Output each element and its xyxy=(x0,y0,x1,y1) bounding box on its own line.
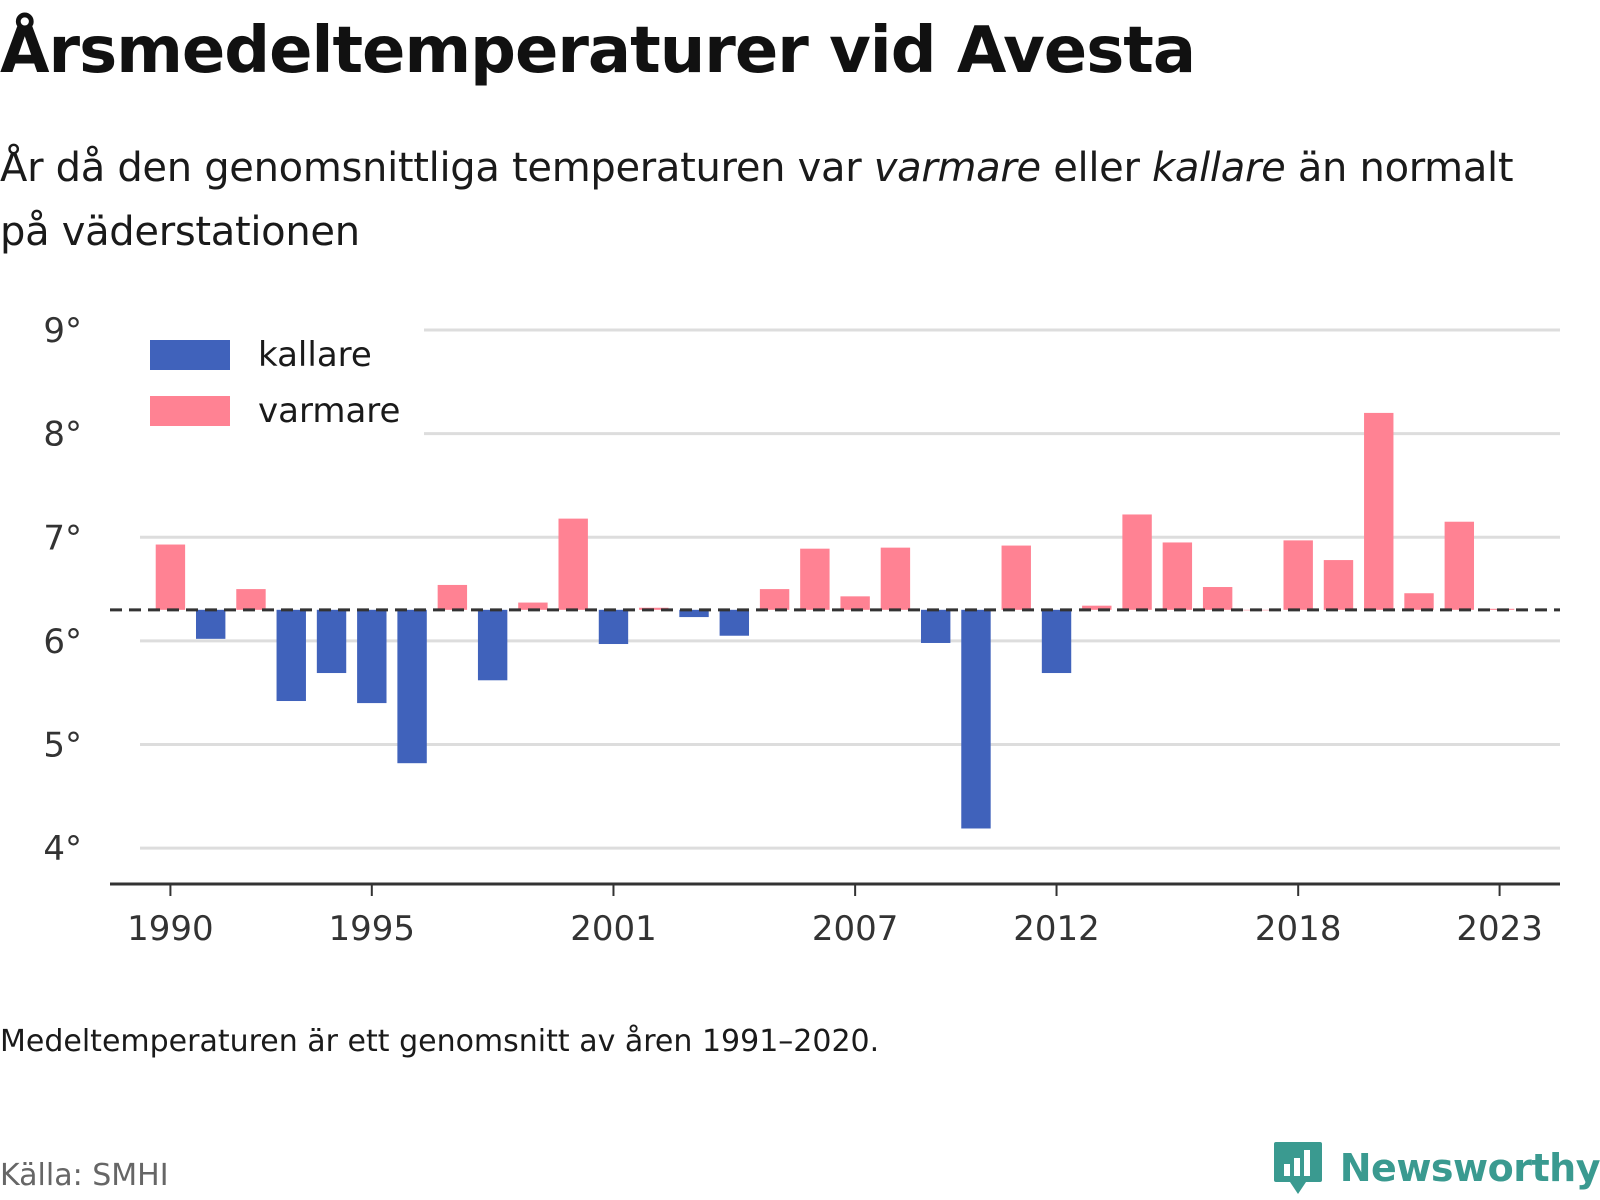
bar-1992 xyxy=(236,589,266,610)
legend-label-varmare: varmare xyxy=(258,391,400,431)
bar-1996 xyxy=(397,609,427,764)
y-tick-label-8: 8° xyxy=(43,415,82,455)
bar-2022 xyxy=(1444,521,1475,610)
bar-2001 xyxy=(598,609,629,645)
subtitle-text-1: År då den genomsnittliga temperaturen va… xyxy=(0,145,874,191)
bar-1994 xyxy=(316,609,347,674)
chart-subtitle: År då den genomsnittliga temperaturen va… xyxy=(0,136,1560,264)
bars xyxy=(155,412,1515,829)
bar-2003 xyxy=(679,609,709,618)
legend-swatch-varmare xyxy=(150,396,230,426)
bar-2013 xyxy=(1082,605,1112,610)
newsworthy-logo: Newsworthy xyxy=(1272,1140,1600,1196)
bar-2020 xyxy=(1364,412,1394,610)
bar-2015 xyxy=(1162,542,1193,610)
bar-2016 xyxy=(1202,587,1233,610)
y-tick-label-5: 5° xyxy=(43,726,82,766)
bar-2009 xyxy=(920,609,951,643)
x-tick-label-2007: 2007 xyxy=(812,909,899,949)
bar-2006 xyxy=(800,548,830,610)
x-tick-label-1990: 1990 xyxy=(127,909,214,949)
y-tick-label-9: 9° xyxy=(43,311,82,351)
source-credit: Källa: SMHI xyxy=(0,1158,169,1193)
newsworthy-logo-text: Newsworthy xyxy=(1339,1146,1600,1190)
subtitle-emphasis-warmer: varmare xyxy=(873,145,1041,191)
legend: kallare varmare xyxy=(138,328,424,454)
subtitle-emphasis-colder: kallare xyxy=(1152,145,1286,191)
x-tick-label-2001: 2001 xyxy=(570,909,657,949)
bar-2012 xyxy=(1041,609,1072,674)
bar-2021 xyxy=(1404,593,1434,610)
x-tick-label-2023: 2023 xyxy=(1456,909,1543,949)
subtitle-text-3: än normalt på väderstationen xyxy=(0,145,1514,255)
bar-1999 xyxy=(518,602,548,610)
y-tick-label-7: 7° xyxy=(43,518,82,558)
bar-2000 xyxy=(558,518,588,610)
bar-2010 xyxy=(961,609,991,829)
legend-swatch-kallare xyxy=(150,340,230,370)
bar-2011 xyxy=(1001,545,1031,610)
bar-2005 xyxy=(759,589,790,610)
bar-1998 xyxy=(477,609,508,681)
chart-title: Årsmedeltemperaturer vid Avesta xyxy=(0,14,1196,88)
x-axis-ticks: 1990 1995 2001 2007 2012 2018 2023 xyxy=(127,884,1543,949)
bar-2018 xyxy=(1283,540,1313,610)
bar-1991 xyxy=(195,609,226,639)
legend-label-kallare: kallare xyxy=(258,335,372,375)
bar-2014 xyxy=(1122,514,1152,610)
bar-2019 xyxy=(1323,560,1354,610)
bar-2007 xyxy=(840,596,870,610)
bar-2008 xyxy=(880,547,911,610)
newsworthy-logo-icon xyxy=(1273,1142,1322,1194)
y-tick-label-4: 4° xyxy=(43,829,82,869)
x-tick-label-2018: 2018 xyxy=(1255,909,1342,949)
temperature-bar-chart: 4° 5° 6° 7° 8° 9° 1990 1995 2001 2007 2012 2018 202… xyxy=(43,311,1560,949)
y-axis-ticks: 4° 5° 6° 7° 8° 9° xyxy=(43,311,82,869)
bar-1997 xyxy=(437,584,468,610)
subtitle-text-2: eller xyxy=(1040,145,1153,191)
x-tick-label-2012: 2012 xyxy=(1013,909,1100,949)
x-tick-label-1995: 1995 xyxy=(329,909,416,949)
bar-1993 xyxy=(276,609,306,702)
footnote: Medeltemperaturen är ett genomsnitt av å… xyxy=(0,1024,880,1059)
bar-2004 xyxy=(719,609,750,636)
y-tick-label-6: 6° xyxy=(43,622,82,662)
bar-1990 xyxy=(155,544,186,610)
bar-1995 xyxy=(357,609,387,704)
